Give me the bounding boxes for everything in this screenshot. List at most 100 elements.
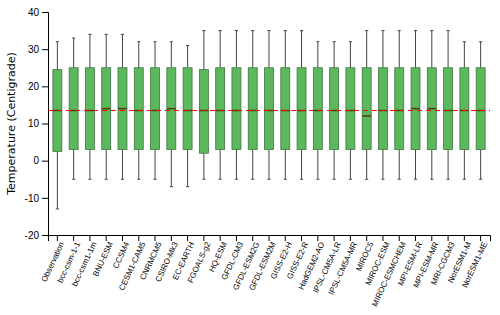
box xyxy=(378,68,387,150)
reference-line xyxy=(48,110,490,111)
box xyxy=(167,68,176,150)
box xyxy=(118,68,127,150)
tick-mark xyxy=(122,235,123,241)
tick-label: NorESM1-ME xyxy=(460,241,489,290)
tick-mark xyxy=(106,235,107,241)
plot-area xyxy=(48,31,490,209)
box xyxy=(199,70,208,154)
tick: NorESM1-ME xyxy=(460,235,489,289)
whisker xyxy=(187,45,188,67)
box-group xyxy=(183,45,192,186)
cap xyxy=(398,179,401,180)
box-group xyxy=(199,31,208,180)
tick-mark xyxy=(317,235,318,241)
cap xyxy=(381,30,384,31)
cap xyxy=(121,34,124,35)
box xyxy=(330,68,339,150)
whisker xyxy=(155,150,156,180)
tick-mark xyxy=(382,235,383,241)
whisker xyxy=(431,150,432,180)
box-group xyxy=(118,34,127,179)
box xyxy=(313,68,322,150)
tick-mark xyxy=(252,235,253,241)
cap xyxy=(72,179,75,180)
tick: GFDL-ESM2M xyxy=(247,235,277,292)
whisker xyxy=(317,150,318,180)
box xyxy=(460,68,469,150)
tick: 40 xyxy=(28,7,48,18)
box-group xyxy=(395,31,404,180)
tick-label: 20 xyxy=(28,81,40,92)
box xyxy=(216,68,225,150)
box xyxy=(232,68,241,150)
whisker xyxy=(285,150,286,180)
whisker xyxy=(334,42,335,68)
tick-mark xyxy=(171,235,172,241)
box-group xyxy=(281,31,290,180)
chart: -20-10010203040Observationbcc-csm-1-1bcc… xyxy=(0,0,500,315)
whisker xyxy=(399,31,400,68)
cap xyxy=(316,41,319,42)
cap xyxy=(284,30,287,31)
cap xyxy=(137,41,140,42)
tick: CESM1-CAM5 xyxy=(117,235,148,292)
whisker xyxy=(73,150,74,180)
cap xyxy=(251,179,254,180)
tick: 0 xyxy=(33,155,48,166)
box-group xyxy=(248,31,257,180)
whisker xyxy=(236,150,237,180)
tick-mark xyxy=(415,235,416,241)
whisker xyxy=(480,150,481,180)
median xyxy=(362,115,371,117)
tick-mark xyxy=(399,235,400,241)
box-group xyxy=(297,31,306,180)
cap xyxy=(121,179,124,180)
box-group xyxy=(362,31,371,180)
whisker xyxy=(171,150,172,187)
whisker xyxy=(57,42,58,70)
cap xyxy=(56,41,59,42)
tick-mark xyxy=(236,235,237,241)
tick-mark xyxy=(89,235,90,241)
whisker xyxy=(220,150,221,180)
whisker xyxy=(220,31,221,68)
cap xyxy=(463,179,466,180)
axis-line xyxy=(42,13,49,236)
box-group xyxy=(444,31,453,180)
cap xyxy=(235,179,238,180)
tick-mark xyxy=(464,235,465,241)
whisker xyxy=(269,150,270,180)
whisker xyxy=(399,150,400,180)
cap xyxy=(88,179,91,180)
whisker xyxy=(480,42,481,68)
whisker xyxy=(366,150,367,180)
tick-label: -10 xyxy=(25,193,40,204)
tick-mark xyxy=(42,198,48,199)
cap xyxy=(186,186,189,187)
box xyxy=(265,68,274,150)
cap xyxy=(56,208,59,209)
cap xyxy=(153,179,156,180)
tick-label: 40 xyxy=(28,7,40,18)
cap xyxy=(447,179,450,180)
box xyxy=(183,68,192,150)
tick: -10 xyxy=(25,193,48,204)
cap xyxy=(219,30,222,31)
box xyxy=(85,68,94,150)
box-group xyxy=(232,31,241,180)
cap xyxy=(186,45,189,46)
tick-mark xyxy=(203,235,204,241)
tick-mark xyxy=(366,235,367,241)
whisker xyxy=(155,42,156,68)
cap xyxy=(349,179,352,180)
box xyxy=(102,68,111,150)
tick-label: -20 xyxy=(25,230,40,241)
box-group xyxy=(53,42,62,209)
cap xyxy=(381,179,384,180)
whisker xyxy=(431,31,432,68)
cap xyxy=(202,30,205,31)
tick-mark xyxy=(220,235,221,241)
whisker xyxy=(236,31,237,68)
median xyxy=(427,108,436,110)
cap xyxy=(170,186,173,187)
